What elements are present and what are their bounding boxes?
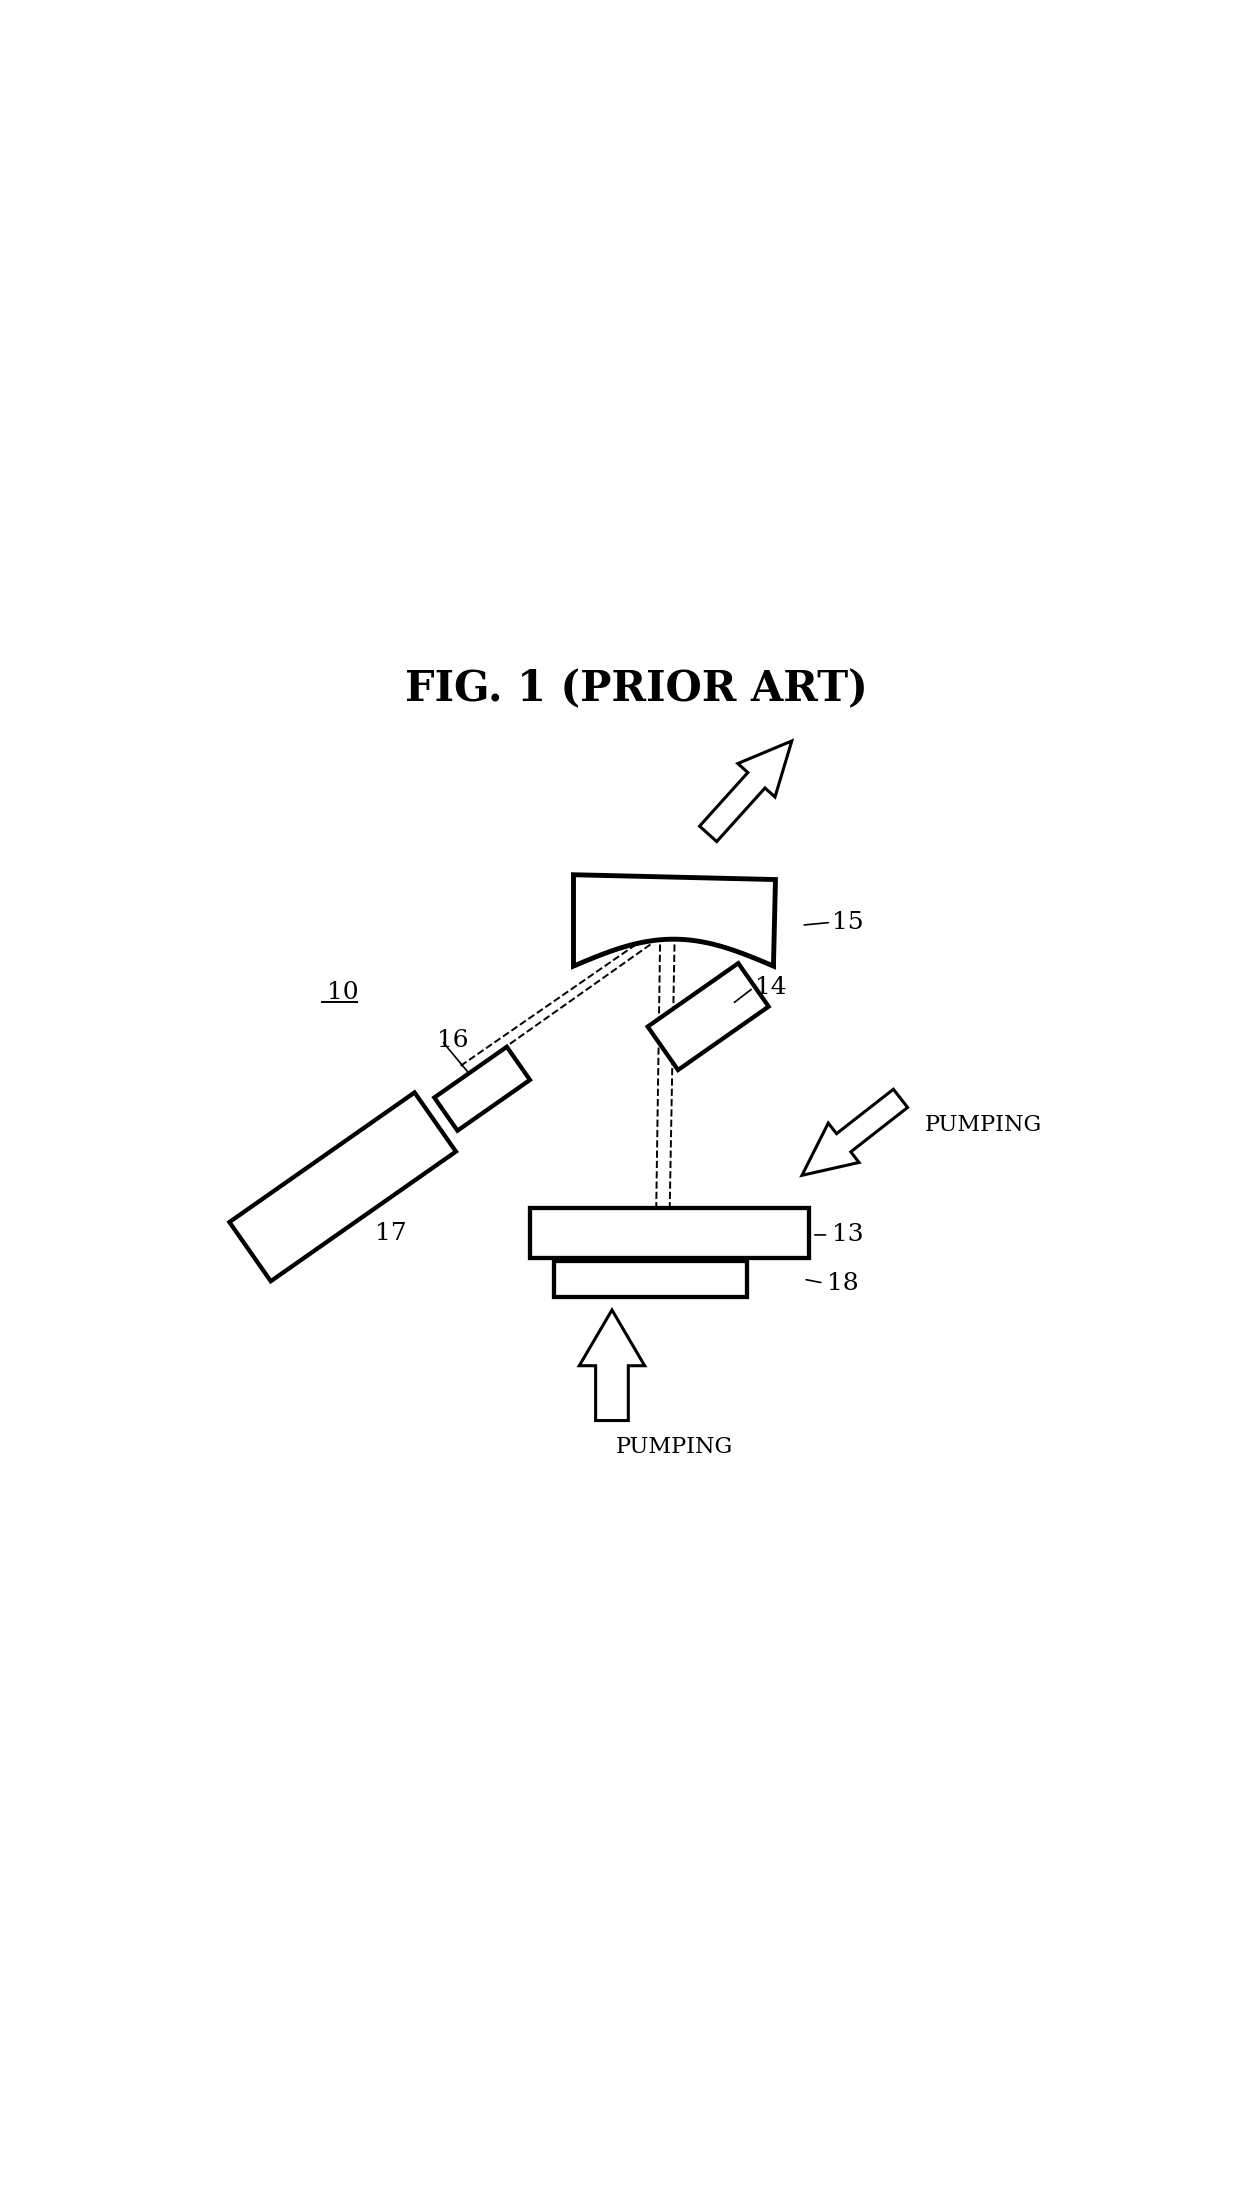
Text: 15: 15 [831, 911, 864, 935]
Text: 16: 16 [438, 1029, 469, 1053]
Text: 13: 13 [831, 1224, 864, 1246]
Polygon shape [700, 742, 792, 842]
Polygon shape [434, 1047, 530, 1130]
Polygon shape [555, 1262, 747, 1297]
Polygon shape [802, 1088, 907, 1176]
Text: FIG. 1 (PRIOR ART): FIG. 1 (PRIOR ART) [405, 669, 867, 711]
Polygon shape [230, 1093, 455, 1281]
Text: 10: 10 [326, 981, 359, 1005]
Text: 18: 18 [827, 1273, 859, 1294]
Polygon shape [648, 963, 768, 1071]
Text: 14: 14 [755, 976, 787, 998]
Text: PUMPING: PUMPING [616, 1435, 733, 1457]
Polygon shape [530, 1209, 809, 1257]
Polygon shape [573, 875, 776, 965]
Text: 17: 17 [375, 1222, 407, 1244]
Polygon shape [580, 1310, 644, 1420]
Text: PUMPING: PUMPING [925, 1115, 1041, 1136]
